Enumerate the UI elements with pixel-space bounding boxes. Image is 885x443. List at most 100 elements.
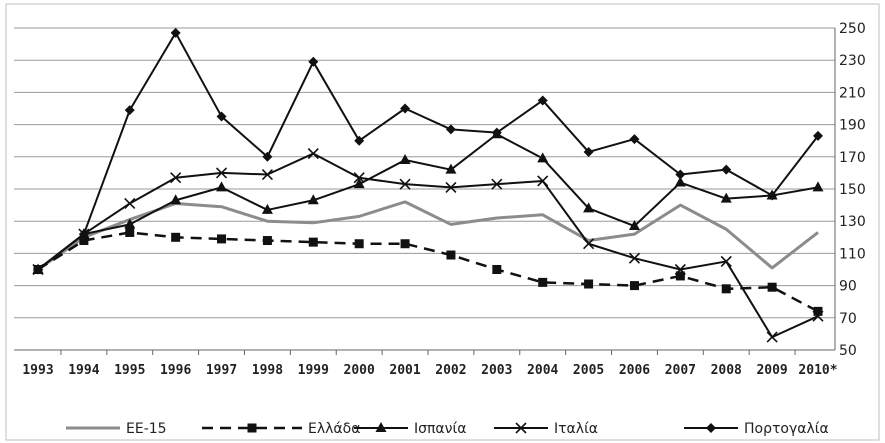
legend-label: ΕΕ-15 xyxy=(126,421,167,437)
x-mark-stroke xyxy=(515,422,527,434)
data-point-diamond xyxy=(124,105,135,116)
legend-label: Ιταλία xyxy=(554,421,598,437)
data-point-diamond xyxy=(537,95,548,106)
data-point-square xyxy=(354,239,364,249)
x-mark-stroke xyxy=(307,148,319,160)
x-mark-stroke xyxy=(674,263,686,276)
legend-item-1: ΕΕ-15 xyxy=(66,421,167,437)
x-tick-label: 2000 xyxy=(344,363,375,378)
data-point-square xyxy=(813,306,823,316)
data-point-x xyxy=(812,310,824,322)
data-point-triangle xyxy=(812,181,824,192)
data-point-diamond xyxy=(170,27,181,38)
data-point-square xyxy=(492,265,502,274)
data-point-x xyxy=(628,252,641,264)
y-tick-label: 150 xyxy=(839,182,866,198)
data-point-diamond xyxy=(308,56,319,67)
x-mark-stroke xyxy=(124,197,136,210)
data-point-triangle xyxy=(399,154,411,165)
data-point-x xyxy=(124,197,136,210)
data-point-x xyxy=(766,331,778,343)
x-tick-label: 2007 xyxy=(665,363,696,378)
y-tick-label: 130 xyxy=(839,214,866,230)
x-tick-label: 2006 xyxy=(619,363,650,378)
data-point-x xyxy=(170,172,182,184)
data-point-triangle xyxy=(628,220,640,231)
y-tick-label: 170 xyxy=(839,150,866,166)
data-point-diamond xyxy=(33,264,43,275)
data-point-diamond xyxy=(216,111,227,122)
x-mark-stroke xyxy=(628,252,641,264)
series-line xyxy=(37,31,819,271)
data-point-x xyxy=(399,178,411,190)
x-tick-label: 2004 xyxy=(527,363,558,378)
data-point-square xyxy=(171,232,181,242)
data-point-square xyxy=(721,284,731,294)
data-point-square xyxy=(675,271,685,281)
x-tick-label: 2001 xyxy=(389,363,420,378)
y-tick-label: 250 xyxy=(839,21,866,37)
x-tick-label: 1996 xyxy=(160,363,191,378)
data-point-triangle xyxy=(537,152,549,163)
data-point-triangle xyxy=(445,163,457,174)
data-point-square xyxy=(79,236,89,246)
x-tick-label: 2008 xyxy=(711,363,742,378)
data-point-square xyxy=(538,277,548,287)
x-mark-stroke xyxy=(583,238,595,250)
series-line xyxy=(37,133,819,271)
x-tick-label: 2003 xyxy=(481,363,512,378)
y-tick-label: 50 xyxy=(839,343,857,359)
data-point-x xyxy=(583,238,595,250)
x-mark-stroke xyxy=(720,255,732,268)
legend-item-5: Πορτογαλία xyxy=(684,421,829,437)
data-point-triangle xyxy=(124,218,136,229)
legend-label: Πορτογαλία xyxy=(744,421,829,437)
x-mark-stroke xyxy=(215,167,228,179)
data-point-square xyxy=(400,239,410,249)
data-point-diamond xyxy=(675,169,686,180)
x-tick-label: 1997 xyxy=(206,363,237,378)
y-tick-label: 70 xyxy=(839,311,857,327)
data-point-diamond xyxy=(354,135,365,146)
y-tick-label: 110 xyxy=(839,246,866,262)
data-point-x xyxy=(445,181,457,193)
data-point-triangle xyxy=(375,422,387,432)
data-point-diamond xyxy=(445,124,456,135)
y-tick-label: 190 xyxy=(839,118,866,134)
series-2 xyxy=(33,227,823,316)
legend-label: Ελλάδα xyxy=(308,421,360,437)
x-mark-stroke xyxy=(445,181,457,193)
data-point-triangle xyxy=(353,178,365,189)
legend-label: Ισπανία xyxy=(414,421,466,437)
data-point-x xyxy=(491,178,503,190)
data-point-x xyxy=(537,175,549,187)
series-line xyxy=(37,200,819,271)
data-point-triangle xyxy=(216,181,228,192)
y-tick-label: 90 xyxy=(839,279,857,295)
data-point-triangle xyxy=(170,194,182,205)
data-point-triangle xyxy=(720,192,732,203)
data-point-x xyxy=(720,255,732,268)
legend-item-2: Ελλάδα xyxy=(202,421,360,437)
x-tick-label: 1999 xyxy=(298,363,329,378)
x-tick-label: 1998 xyxy=(252,363,283,378)
data-point-diamond xyxy=(583,146,594,157)
data-point-x xyxy=(215,167,228,179)
data-point-x xyxy=(307,148,319,160)
x-tick-label: 2005 xyxy=(573,363,604,378)
data-point-diamond xyxy=(78,229,89,240)
x-tick-label: 2009 xyxy=(756,363,787,378)
x-tick-label: 1995 xyxy=(114,363,145,378)
data-point-diamond xyxy=(629,134,640,145)
series-5 xyxy=(33,27,823,275)
x-mark-stroke xyxy=(170,172,182,184)
x-tick-label: 1994 xyxy=(68,363,99,378)
series-1 xyxy=(37,200,819,271)
data-point-diamond xyxy=(767,190,778,201)
x-mark-stroke xyxy=(812,310,824,322)
data-point-triangle xyxy=(307,194,319,205)
data-point-x xyxy=(674,263,686,276)
x-tick-label: 1993 xyxy=(22,363,53,378)
